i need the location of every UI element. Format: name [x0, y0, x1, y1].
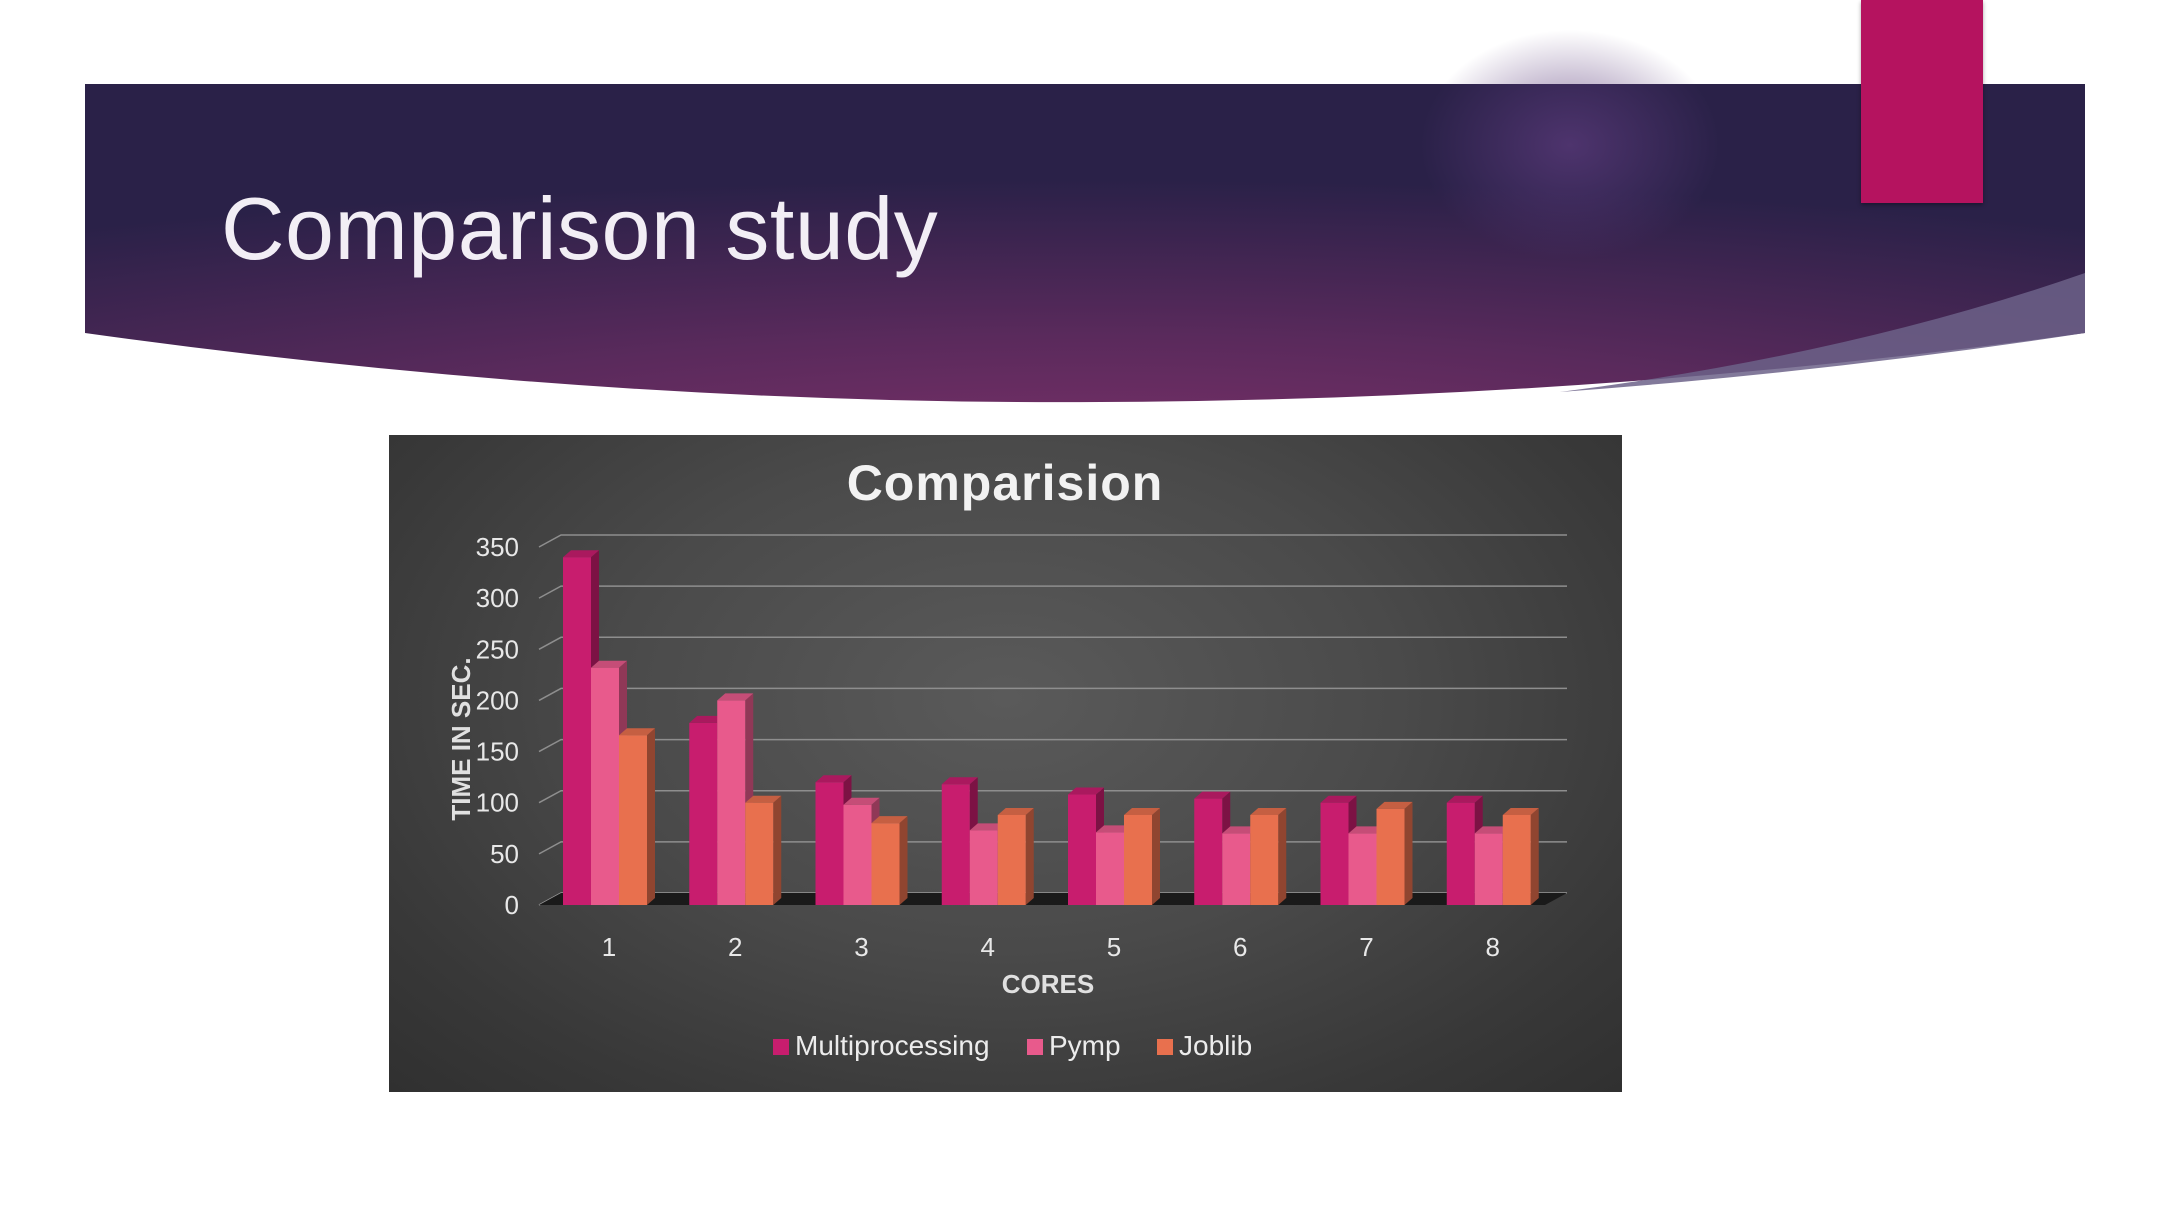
bar	[997, 807, 1034, 905]
y-axis-title: TIME IN SEC.	[446, 657, 476, 820]
x-tick-label: 3	[854, 932, 868, 962]
floor-top	[539, 893, 1567, 905]
bar	[871, 816, 908, 905]
legend-swatch	[773, 1039, 789, 1055]
bar	[1250, 807, 1287, 905]
legend-item: Multiprocessing	[773, 1030, 990, 1061]
y-axis-ticks: 0 50 100 150 200 250 300 350	[476, 532, 519, 920]
x-tick-label: 5	[1107, 932, 1121, 962]
x-axis-ticks: 1 2 3 4 5 6 7 8	[602, 932, 1500, 962]
chart-title: Comparision	[847, 455, 1164, 511]
bar	[1376, 801, 1413, 905]
chart-svg: Comparision 0 50 100 150 200 250 300 350 1 2 3 4 5 6…	[446, 455, 1567, 1061]
legend-swatch	[1157, 1039, 1173, 1055]
legend-label: Multiprocessing	[795, 1030, 990, 1061]
gridline	[538, 687, 1567, 702]
chart-legend: Multiprocessing Pymp Joblib	[773, 1030, 1252, 1061]
bar	[619, 728, 655, 905]
x-axis-title: CORES	[1002, 969, 1094, 999]
x-tick-label: 2	[728, 932, 742, 962]
bar	[745, 795, 782, 905]
bar	[815, 775, 852, 905]
bar	[591, 660, 627, 905]
legend-label: Joblib	[1179, 1030, 1252, 1061]
gridline	[538, 585, 1567, 599]
x-tick-label: 6	[1233, 932, 1247, 962]
slide-title: Comparison study	[221, 179, 939, 278]
bar	[717, 693, 754, 905]
y-tick-label: 150	[476, 737, 519, 767]
y-tick-label: 100	[476, 788, 519, 818]
y-tick-label: 250	[476, 634, 519, 664]
legend-label: Pymp	[1049, 1030, 1121, 1061]
y-tick-label: 50	[490, 839, 519, 869]
x-tick-label: 1	[602, 932, 616, 962]
y-tick-label: 0	[505, 890, 519, 920]
title-banner	[85, 30, 2085, 403]
gridline	[538, 789, 1567, 804]
chart-floor	[539, 893, 1567, 905]
x-tick-label: 7	[1359, 932, 1373, 962]
banner-glow	[1420, 30, 1720, 260]
legend-swatch	[1027, 1039, 1043, 1055]
x-tick-label: 8	[1486, 932, 1500, 962]
y-tick-label: 200	[476, 685, 519, 715]
y-tick-label: 350	[476, 532, 519, 562]
bar	[1502, 807, 1539, 905]
legend-item: Joblib	[1157, 1030, 1252, 1061]
x-tick-label: 4	[981, 932, 995, 962]
bar	[1124, 807, 1160, 905]
chart-container: Comparision 0 50 100 150 200 250 300 350 1 2 3 4 5 6…	[389, 435, 1622, 1092]
banner-swoosh	[1560, 273, 2085, 392]
y-tick-label: 300	[476, 583, 519, 613]
legend-item: Pymp	[1027, 1030, 1121, 1061]
gridline	[538, 534, 1567, 548]
accent-tab	[1861, 0, 1983, 203]
gridline	[538, 636, 1567, 650]
bars-layer	[563, 550, 1539, 905]
gridline	[538, 738, 1567, 753]
